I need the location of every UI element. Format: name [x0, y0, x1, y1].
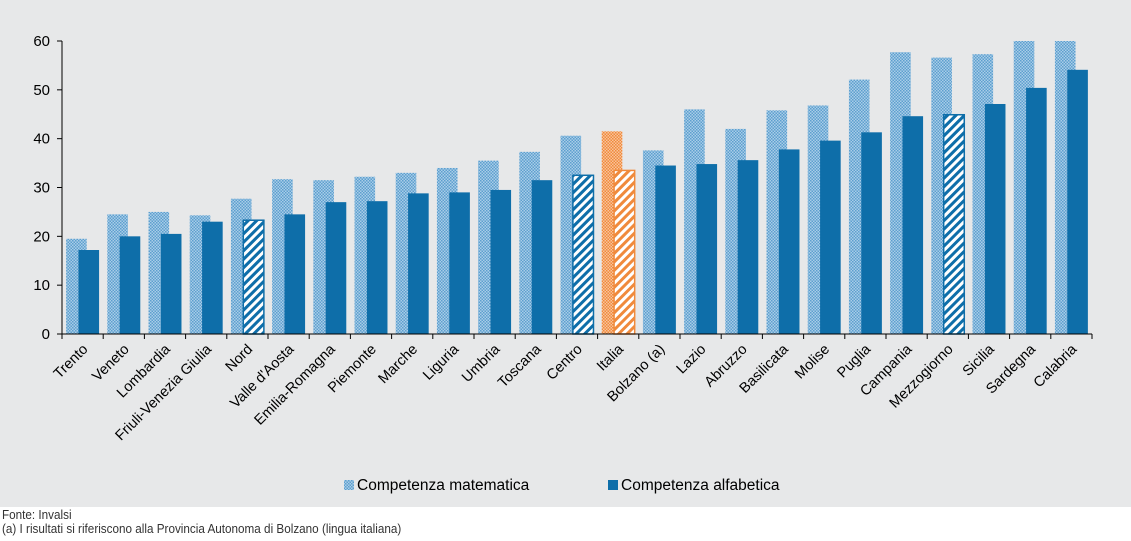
bar-alpha-centro [572, 174, 595, 335]
y-tick-label: 10 [33, 277, 50, 294]
y-tick-label: 40 [33, 131, 50, 148]
legend-label-alpha: Competenza alfabetica [621, 477, 780, 494]
x-tick-label-nord: Nord [223, 342, 257, 376]
bar-alpha-campania [902, 116, 924, 334]
legend-label-math: Competenza matematica [357, 477, 530, 494]
x-tick-label-marche: Marche [376, 342, 422, 388]
x-tick-label-toscana: Toscana [495, 341, 545, 391]
bar-alpha-molise [820, 140, 841, 334]
bar-alpha-veneto [119, 236, 141, 334]
x-tick-label-molise: Molise [792, 342, 833, 383]
x-tick-label-sicilia: Sicilia [960, 341, 999, 380]
x-tick-label-italia: Italia [594, 341, 628, 375]
x-tick-label-calabria: Calabria [1031, 341, 1081, 391]
legend-swatch-math [344, 480, 354, 490]
bar-alpha-piemonte [366, 201, 388, 334]
bar-alpha-lombardia [160, 233, 182, 334]
x-tick-label-liguria: Liguria [420, 341, 463, 384]
y-tick-label: 30 [33, 180, 50, 197]
bar-alpha-basilicata [778, 149, 800, 334]
x-tick-label-centro: Centro [544, 342, 586, 384]
bar-alpha-calabria [1067, 69, 1088, 334]
bar-alpha-liguria [449, 192, 470, 334]
bar-alpha-bolzano-a [655, 165, 676, 334]
bar-alpha-marche [408, 193, 429, 334]
bar-alpha-sardegna [1026, 87, 1047, 334]
bar-alpha-nord [242, 219, 265, 335]
bar-alpha-trento [78, 250, 100, 334]
x-tick-label-lazio: Lazio [674, 342, 710, 378]
bar-alpha-friuli-venezia-giulia [202, 221, 223, 334]
legend-swatch-alpha [608, 480, 618, 490]
bar-alpha-puglia [861, 132, 882, 334]
bar-alpha-valle-d-aosta [284, 214, 306, 334]
bar-alpha-lazio [696, 164, 718, 334]
bar-alpha-sicilia [984, 103, 1006, 335]
bar-alpha-mezzogiorno [942, 113, 966, 335]
footnote: (a) I risultati si riferiscono alla Prov… [2, 521, 402, 536]
source-note: Fonte: Invalsi [2, 507, 72, 522]
y-tick-label: 60 [33, 33, 50, 50]
y-tick-label: 0 [42, 326, 50, 343]
bar-alpha-emilia-romagna [325, 202, 347, 334]
bar-alpha-abruzzo [737, 160, 759, 334]
y-tick-label: 50 [33, 82, 50, 99]
bar-alpha-toscana [531, 180, 553, 334]
chart-notes: Fonte: Invalsi (a) I risultati si riferi… [2, 508, 401, 536]
legend: Competenza matematica Competenza alfabet… [344, 477, 780, 494]
x-tick-label-trento: Trento [51, 342, 92, 383]
bar-chart: 0102030405060TrentoVenetoLombardiaFriuli… [33, 33, 1093, 494]
x-tick-label-puglia: Puglia [834, 341, 874, 381]
bar-alpha-umbria [490, 189, 512, 334]
bar-alpha-italia [613, 169, 636, 335]
y-tick-label: 20 [33, 228, 50, 245]
